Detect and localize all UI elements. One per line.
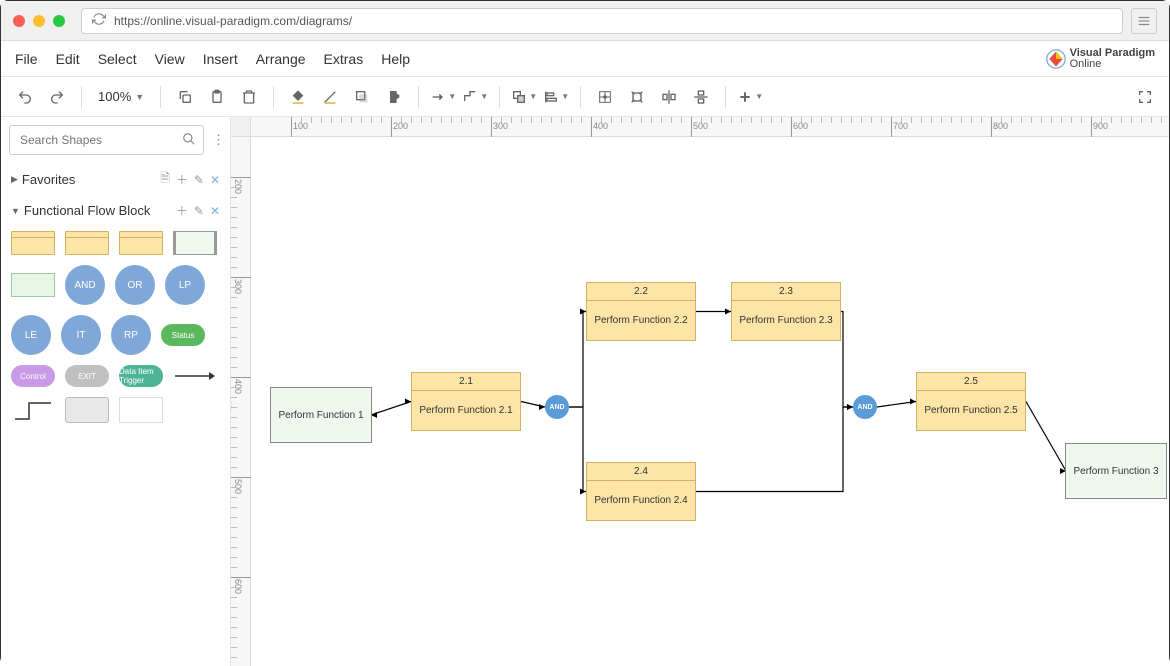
browser-chrome: https://online.visual-paradigm.com/diagr…	[1, 1, 1169, 41]
menu-help[interactable]: Help	[381, 51, 410, 67]
reload-icon[interactable]	[92, 12, 106, 29]
zoom-control[interactable]: 100%▼	[92, 89, 150, 104]
menu-arrange[interactable]: Arrange	[256, 51, 306, 67]
diagram-node-f22[interactable]: 2.2Perform Function 2.2	[586, 282, 696, 341]
url-text: https://online.visual-paradigm.com/diagr…	[114, 14, 352, 28]
redo-button[interactable]	[43, 83, 71, 111]
distribute-h-button[interactable]	[655, 83, 683, 111]
ffb-close-icon[interactable]: ✕	[210, 204, 220, 218]
diagram-node-f25[interactable]: 2.5Perform Function 2.5	[916, 372, 1026, 431]
brand-text: Visual Paradigm Online	[1070, 48, 1155, 70]
shape-or-gate[interactable]: OR	[115, 265, 155, 305]
diagram-node-f21[interactable]: 2.1Perform Function 2.1	[411, 372, 521, 431]
delete-button[interactable]	[235, 83, 263, 111]
shape-lp-gate[interactable]: LP	[165, 265, 205, 305]
menu-view[interactable]: View	[155, 51, 185, 67]
favorites-section-header[interactable]: ▶Favorites 🗎 ＋ ✎ ✕	[1, 163, 230, 196]
favorites-title: Favorites	[22, 172, 75, 187]
shape-step[interactable]	[11, 397, 55, 423]
shape-reference-block[interactable]	[173, 231, 217, 255]
ffb-edit-icon[interactable]: ✎	[194, 204, 204, 218]
canvas[interactable]: Perform Function 1 2.1Perform Function 2.…	[251, 137, 1169, 666]
shape-le-gate[interactable]: LE	[11, 315, 51, 355]
shape-rp-gate[interactable]: RP	[111, 315, 151, 355]
diagram-node-pf1[interactable]: Perform Function 1	[271, 387, 371, 443]
search-input[interactable]	[9, 125, 204, 155]
brand-line1: Visual Paradigm	[1070, 48, 1155, 59]
menu-insert[interactable]: Insert	[203, 51, 238, 67]
diagram-node-and2[interactable]: AND	[853, 395, 877, 419]
toolbar: 100%▼ ▼ ▼ ▼ ▼ ▼	[1, 77, 1169, 117]
ffb-title: Functional Flow Block	[24, 203, 150, 218]
align-button[interactable]: ▼	[542, 83, 570, 111]
ffb-add-icon[interactable]: ＋	[176, 202, 188, 219]
diagram-node-pf3[interactable]: Perform Function 3	[1066, 443, 1166, 499]
diagram-node-and1[interactable]: AND	[545, 395, 569, 419]
sidebar-splitter[interactable]: ⋮	[231, 392, 235, 422]
ffb-section-header[interactable]: ▼Functional Flow Block ＋ ✎ ✕	[1, 196, 230, 225]
diagram-node-f24[interactable]: 2.4Perform Function 2.4	[586, 462, 696, 521]
shape-function-block-2[interactable]	[65, 231, 109, 255]
waypoint-style-button[interactable]: ▼	[461, 83, 489, 111]
shape-function-block[interactable]	[11, 231, 55, 255]
canvas-area: 100200300400500600700800900 200300400500…	[231, 117, 1169, 666]
search-more-icon[interactable]: ⋮	[210, 132, 227, 148]
brand: Visual Paradigm Online	[1046, 48, 1155, 70]
browser-menu-button[interactable]	[1131, 8, 1157, 34]
search-icon[interactable]	[182, 132, 196, 149]
shape-status-pill[interactable]: Status	[161, 324, 205, 346]
copy-button[interactable]	[171, 83, 199, 111]
search-row: ⋮	[1, 117, 230, 163]
menu-extras[interactable]: Extras	[324, 51, 364, 67]
shape-and-gate[interactable]: AND	[65, 265, 105, 305]
fill-color-button[interactable]	[284, 83, 312, 111]
shape-plain-rect[interactable]	[119, 397, 163, 423]
menu-bar: File Edit Select View Insert Arrange Ext…	[1, 41, 1169, 77]
shape-green-block[interactable]	[11, 273, 55, 297]
shape-rounded-rect[interactable]	[65, 397, 109, 423]
shape-arrow[interactable]	[173, 365, 217, 387]
connector-style-button[interactable]: ▼	[429, 83, 457, 111]
shape-exit-pill[interactable]: EXIT	[65, 365, 109, 387]
to-front-button[interactable]: ▼	[510, 83, 538, 111]
window-close[interactable]	[13, 15, 25, 27]
add-button[interactable]: ▼	[736, 83, 764, 111]
favorites-add-icon[interactable]: ＋	[176, 171, 188, 188]
sidebar: ⋮ ▶Favorites 🗎 ＋ ✎ ✕ ▼Functional Flow Bl…	[1, 117, 231, 666]
shape-trigger-pill[interactable]: Data Item Trigger	[119, 365, 163, 387]
ruler-corner	[231, 117, 251, 137]
window-minimize[interactable]	[33, 15, 45, 27]
format-painter-button[interactable]	[380, 83, 408, 111]
diagram-node-f23[interactable]: 2.3Perform Function 2.3	[731, 282, 841, 341]
window-maximize[interactable]	[53, 15, 65, 27]
zoom-value: 100%	[98, 89, 131, 104]
distribute-v-button[interactable]	[687, 83, 715, 111]
fullscreen-button[interactable]	[1131, 83, 1159, 111]
menu-select[interactable]: Select	[98, 51, 137, 67]
url-bar[interactable]: https://online.visual-paradigm.com/diagr…	[81, 8, 1123, 34]
shape-it-gate[interactable]: IT	[61, 315, 101, 355]
menu-file[interactable]: File	[15, 51, 38, 67]
undo-button[interactable]	[11, 83, 39, 111]
shapes-palette: AND OR LP LE IT RP Status Control EXIT D…	[1, 225, 230, 449]
ruler-horizontal: 100200300400500600700800900	[251, 117, 1169, 137]
paste-button[interactable]	[203, 83, 231, 111]
grid-button[interactable]	[591, 83, 619, 111]
line-color-button[interactable]	[316, 83, 344, 111]
favorites-doc-icon[interactable]: 🗎	[160, 169, 170, 190]
main-area: ⋮ ▶Favorites 🗎 ＋ ✎ ✕ ▼Functional Flow Bl…	[1, 117, 1169, 666]
brand-line2: Online	[1070, 59, 1155, 70]
traffic-lights	[13, 15, 65, 27]
brand-logo-icon	[1046, 49, 1066, 69]
menu-edit[interactable]: Edit	[56, 51, 80, 67]
shape-control-pill[interactable]: Control	[11, 365, 55, 387]
shadow-button[interactable]	[348, 83, 376, 111]
snap-button[interactable]	[623, 83, 651, 111]
favorites-edit-icon[interactable]: ✎	[194, 173, 204, 187]
favorites-close-icon[interactable]: ✕	[210, 173, 220, 187]
shape-function-block-3[interactable]	[119, 231, 163, 255]
